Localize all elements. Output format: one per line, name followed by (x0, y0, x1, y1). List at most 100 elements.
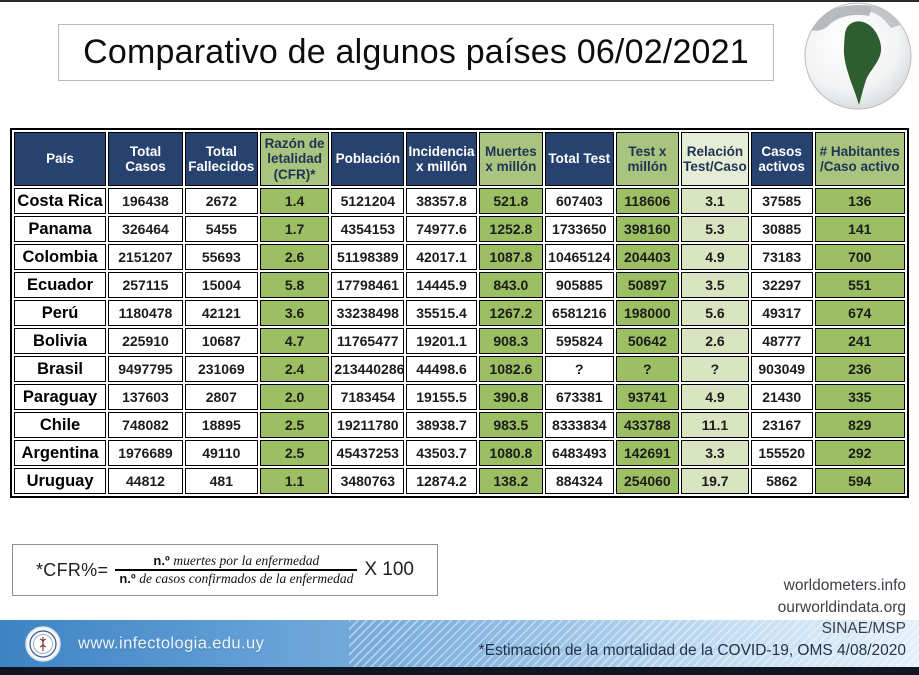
value-cell: 19211780 (331, 412, 405, 438)
table-row: Argentina 1976689 49110 2.5 45437253 43503.7 1… (14, 440, 905, 466)
value-cell: 10465124 (544, 244, 614, 270)
table-row: Panama 326464 5455 1.7 4354153 74977.6 1252.8 1… (14, 216, 905, 242)
bottom-border-strip (0, 667, 919, 675)
value-cell: 5.6 (681, 300, 749, 326)
value-cell: 5455 (184, 216, 258, 242)
value-cell: 2.5 (259, 440, 330, 466)
column-header: Razón de letalidad (CFR)* (259, 132, 330, 186)
value-cell: 3.3 (681, 440, 749, 466)
value-cell: 551 (814, 272, 905, 298)
value-cell: 45437253 (331, 440, 405, 466)
value-cell: 1.7 (259, 216, 330, 242)
title-box: Comparativo de algunos países 06/02/2021 (58, 24, 774, 81)
value-cell: 2807 (184, 384, 258, 410)
value-cell: 38938.7 (406, 412, 477, 438)
column-header: Relación Test/Caso (681, 132, 749, 186)
value-cell: 1267.2 (478, 300, 543, 326)
value-cell: 594 (814, 468, 905, 494)
value-cell: 390.8 (478, 384, 543, 410)
table-row: Colombia 2151207 55693 2.6 51198389 42017.1 10… (14, 244, 905, 270)
country-cell: Colombia (14, 244, 107, 270)
country-cell: Costa Rica (14, 188, 107, 214)
value-cell: 433788 (615, 412, 680, 438)
value-cell: 1082.6 (478, 356, 543, 382)
value-cell: 884324 (544, 468, 614, 494)
value-cell: 5.8 (259, 272, 330, 298)
table-row: Chile 748082 18895 2.5 19211780 38938.7 983.5 8… (14, 412, 905, 438)
value-cell: 42121 (184, 300, 258, 326)
value-cell: 829 (814, 412, 905, 438)
country-cell: Brasil (14, 356, 107, 382)
country-cell: Argentina (14, 440, 107, 466)
value-cell: 55693 (184, 244, 258, 270)
cfr-formula-fraction: n.º muertes por la enfermedad n.º de cas… (115, 552, 358, 587)
footer-url: www.infectologia.edu.uy (78, 634, 265, 652)
credit-oms-estimation-note: *Estimación de la mortalidad de la COVID… (478, 641, 906, 659)
value-cell: 1087.8 (478, 244, 543, 270)
table-row: Uruguay 44812 481 1.1 3480763 12874.2 138.2 884… (14, 468, 905, 494)
value-cell: 1733650 (544, 216, 614, 242)
value-cell: 1.1 (259, 468, 330, 494)
value-cell: 3.1 (681, 188, 749, 214)
value-cell: 155520 (750, 440, 813, 466)
value-cell: 2.4 (259, 356, 330, 382)
value-cell: 3.5 (681, 272, 749, 298)
value-cell: 1.4 (259, 188, 330, 214)
comparison-table: País Total Casos Total Fallecidos Razón de … (10, 128, 909, 498)
footer-bar: www.infectologia.edu.uy (0, 620, 919, 667)
value-cell: ? (615, 356, 680, 382)
table-header-row: País Total Casos Total Fallecidos Razón de … (14, 132, 905, 186)
column-header: Test x millón (615, 132, 680, 186)
value-cell: 142691 (615, 440, 680, 466)
value-cell: 1180478 (108, 300, 183, 326)
value-cell: 4354153 (331, 216, 405, 242)
value-cell: 908.3 (478, 328, 543, 354)
cfr-formula-numerator: n.º muertes por la enfermedad (153, 552, 320, 568)
value-cell: 19.7 (681, 468, 749, 494)
value-cell: 843.0 (478, 272, 543, 298)
value-cell: 225910 (108, 328, 183, 354)
value-cell: 4.7 (259, 328, 330, 354)
value-cell: 326464 (108, 216, 183, 242)
value-cell: 8333834 (544, 412, 614, 438)
table-row: Perú 1180478 42121 3.6 33238498 35515.4 1267.2… (14, 300, 905, 326)
value-cell: 73183 (750, 244, 813, 270)
country-cell: Panama (14, 216, 107, 242)
value-cell: 481 (184, 468, 258, 494)
country-cell: Bolivia (14, 328, 107, 354)
value-cell: 17798461 (331, 272, 405, 298)
value-cell: 674 (814, 300, 905, 326)
value-cell: 35515.4 (406, 300, 477, 326)
value-cell: 50897 (615, 272, 680, 298)
value-cell: 748082 (108, 412, 183, 438)
column-header: Incidencia x millón (406, 132, 477, 186)
value-cell: 4.9 (681, 244, 749, 270)
column-header: Casos activos (750, 132, 813, 186)
value-cell: 335 (814, 384, 905, 410)
value-cell: 14445.9 (406, 272, 477, 298)
column-header: Población (331, 132, 405, 186)
table-row: Ecuador 257115 15004 5.8 17798461 14445.9 843.… (14, 272, 905, 298)
value-cell: 32297 (750, 272, 813, 298)
value-cell: 1976689 (108, 440, 183, 466)
value-cell: 19155.5 (406, 384, 477, 410)
cfr-formula-denominator: n.º de casos confirmados de la enfermeda… (115, 569, 358, 587)
table-row: Costa Rica 196438 2672 1.4 5121204 38357.8 521… (14, 188, 905, 214)
value-cell: 905885 (544, 272, 614, 298)
value-cell: 49317 (750, 300, 813, 326)
value-cell: 30885 (750, 216, 813, 242)
column-header: País (14, 132, 107, 186)
value-cell: 257115 (108, 272, 183, 298)
value-cell: 138.2 (478, 468, 543, 494)
cfr-formula-rhs: X 100 (364, 559, 414, 580)
value-cell: 37585 (750, 188, 813, 214)
cfr-formula-lhs: *CFR%= (35, 559, 109, 580)
value-cell: 51198389 (331, 244, 405, 270)
value-cell: 43503.7 (406, 440, 477, 466)
value-cell: 3.6 (259, 300, 330, 326)
value-cell: 7183454 (331, 384, 405, 410)
value-cell: 607403 (544, 188, 614, 214)
value-cell: 231069 (184, 356, 258, 382)
value-cell: 236 (814, 356, 905, 382)
value-cell: 983.5 (478, 412, 543, 438)
